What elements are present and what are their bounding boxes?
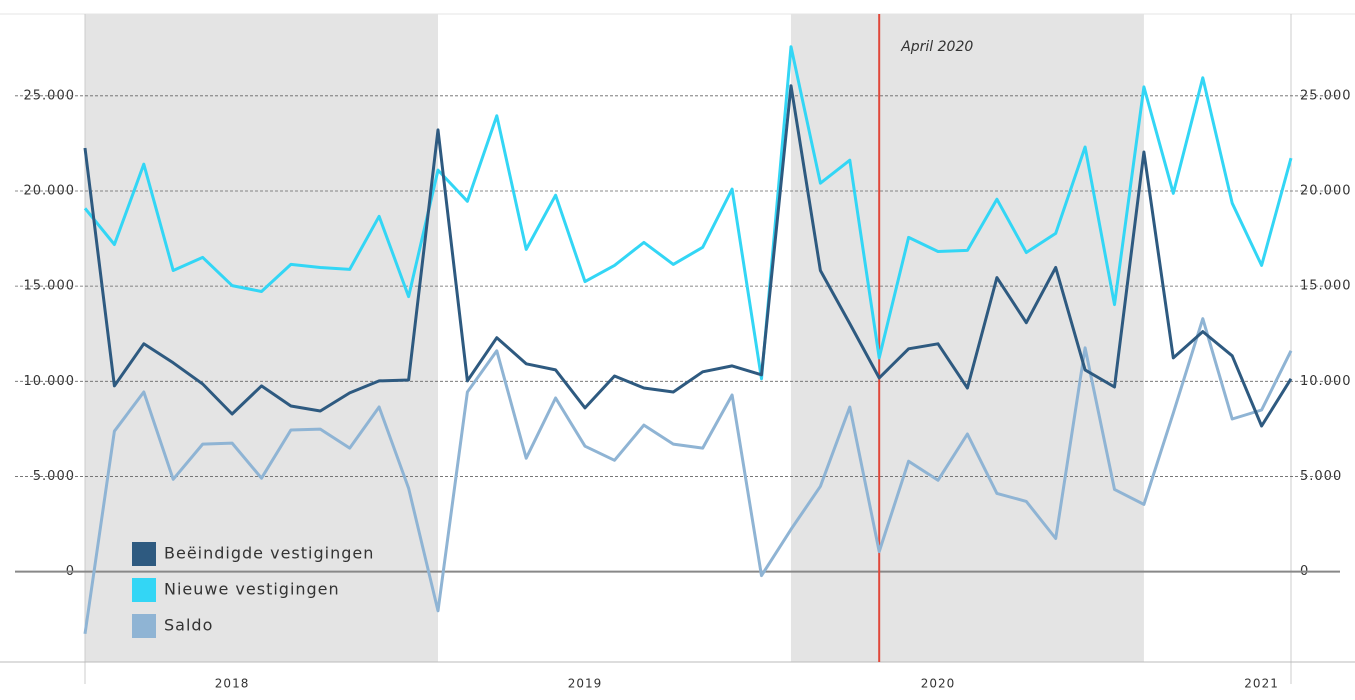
x-tick-label: 2019 [568,677,603,691]
x-tick-label: 2021 [1244,677,1279,691]
legend-label: Beëindigde vestigingen [164,544,374,563]
legend-swatch [132,578,156,602]
y-tick-label: 5.000 [33,469,75,484]
legend-label: Saldo [164,616,213,635]
x-tick-label: 2020 [921,677,956,691]
legend-swatch [132,614,156,638]
legend-swatch [132,542,156,566]
shaded-span [790,14,1144,662]
y-tick-label: 20.000 [24,183,76,198]
series-line [83,84,1293,428]
x-tick-label: 2018 [215,677,250,691]
annotation-text: April 2020 [900,39,973,55]
legend-label: Nieuwe vestigingen [164,580,340,599]
y-tick-label: 10.000 [24,374,76,389]
y-tick-label: 25.000 [24,88,76,103]
y-tick-label: 15.000 [24,279,76,294]
series-line [83,45,1293,381]
